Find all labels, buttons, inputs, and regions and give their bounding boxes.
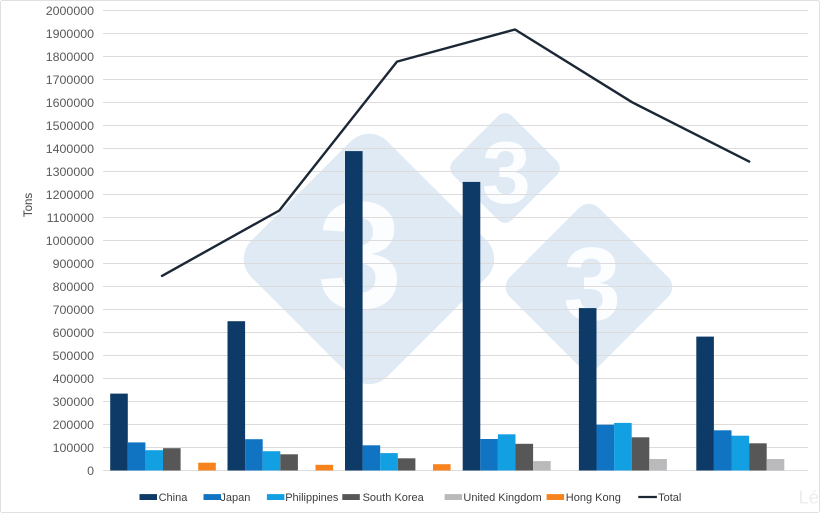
svg-text:800000: 800000 bbox=[53, 280, 94, 294]
svg-text:3: 3 bbox=[482, 123, 531, 222]
svg-text:600000: 600000 bbox=[53, 326, 94, 340]
svg-text:100000: 100000 bbox=[53, 441, 94, 455]
svg-text:1600000: 1600000 bbox=[46, 96, 94, 110]
svg-text:400000: 400000 bbox=[53, 372, 94, 386]
svg-text:1200000: 1200000 bbox=[46, 188, 94, 202]
svg-text:900000: 900000 bbox=[53, 257, 94, 271]
svg-text:300000: 300000 bbox=[53, 395, 94, 409]
svg-text:1400000: 1400000 bbox=[46, 142, 94, 156]
svg-text:Philippines: Philippines bbox=[285, 492, 339, 504]
svg-text:1300000: 1300000 bbox=[46, 165, 94, 179]
svg-text:2000000: 2000000 bbox=[46, 4, 94, 18]
svg-text:Tons: Tons bbox=[23, 193, 35, 218]
svg-text:Japan: Japan bbox=[220, 492, 250, 504]
svg-text:South Korea: South Korea bbox=[363, 492, 425, 504]
svg-text:Hong Kong: Hong Kong bbox=[566, 492, 621, 504]
svg-text:200000: 200000 bbox=[53, 418, 94, 432]
svg-text:Lé: Lé bbox=[799, 487, 820, 508]
svg-text:500000: 500000 bbox=[53, 349, 94, 363]
svg-text:United Kingdom: United Kingdom bbox=[463, 492, 541, 504]
svg-text:1700000: 1700000 bbox=[46, 73, 94, 87]
svg-text:China: China bbox=[159, 492, 189, 504]
svg-text:1100000: 1100000 bbox=[47, 211, 94, 225]
svg-text:700000: 700000 bbox=[53, 303, 94, 317]
svg-text:1500000: 1500000 bbox=[46, 119, 94, 133]
svg-text:Total: Total bbox=[658, 492, 681, 504]
svg-text:0: 0 bbox=[87, 464, 94, 478]
svg-text:1000000: 1000000 bbox=[46, 234, 94, 248]
svg-text:1800000: 1800000 bbox=[46, 50, 94, 64]
svg-text:1900000: 1900000 bbox=[46, 27, 94, 41]
